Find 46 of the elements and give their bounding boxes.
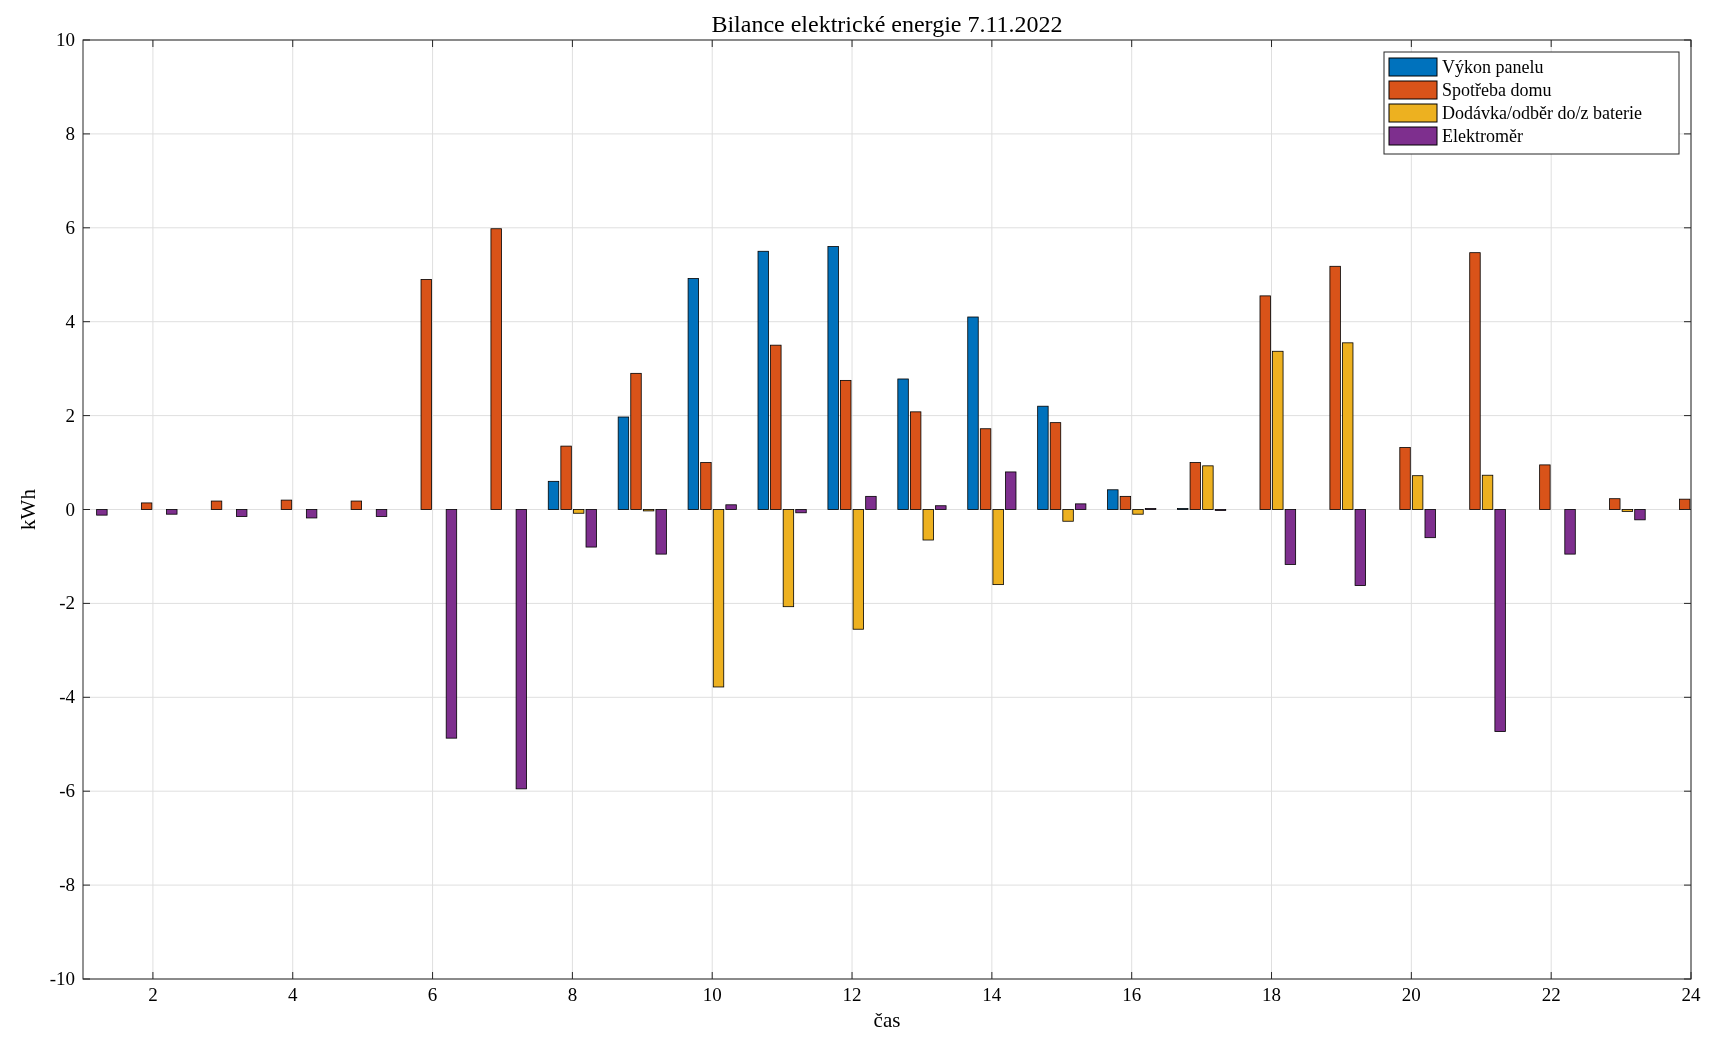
bar [350, 500, 362, 510]
x-tick-label: 10 [702, 984, 722, 1005]
x-tick-label: 4 [287, 984, 298, 1005]
chart-title: Bilance elektrické energie 7.11.2022 [711, 11, 1063, 37]
y-tick-label: -6 [59, 780, 75, 802]
bar [445, 509, 458, 739]
y-tick-label: 8 [65, 122, 75, 144]
legend-label: Spotřeba domu [1442, 80, 1552, 100]
x-tick-label: 24 [1681, 984, 1701, 1005]
bar [515, 509, 527, 790]
bar [1539, 464, 1551, 510]
y-tick-label: -10 [49, 968, 75, 989]
legend-label: Dodávka/odběr do/z baterie [1442, 103, 1642, 123]
x-tick-label: 14 [982, 984, 1002, 1005]
bar [490, 228, 502, 510]
x-tick-label: 2 [148, 984, 158, 1005]
y-tick-label: 0 [65, 498, 75, 520]
y-tick-label: -2 [59, 592, 75, 614]
legend-label: Výkon panelu [1442, 57, 1544, 77]
y-tick-label: 4 [65, 310, 76, 332]
bar [375, 509, 388, 517]
bar [1564, 509, 1576, 555]
bar [96, 509, 108, 516]
y-tick-label: 6 [65, 216, 75, 238]
bar [210, 500, 223, 510]
y-tick-label: -8 [59, 874, 75, 896]
x-tick-label: 12 [842, 984, 862, 1005]
bar [1679, 498, 1691, 510]
x-tick-label: 8 [567, 984, 578, 1005]
bar [166, 509, 178, 515]
bar [305, 509, 318, 519]
x-tick-label: 20 [1401, 984, 1421, 1005]
x-tick-label: 16 [1122, 984, 1142, 1005]
y-tick-label: 10 [56, 29, 75, 50]
bar [140, 502, 153, 510]
x-tick-label: 6 [427, 984, 438, 1005]
y-tick-label: -4 [59, 686, 76, 708]
legend-label: Elektroměr [1442, 126, 1523, 146]
x-tick-label: 22 [1541, 984, 1561, 1005]
bar [236, 509, 248, 517]
bar [420, 279, 432, 510]
x-tick-label: 18 [1262, 984, 1282, 1005]
y-tick-label: 2 [65, 404, 75, 426]
y-axis-title: kWh [16, 488, 40, 530]
x-axis-title: čas [873, 1008, 901, 1032]
bar [280, 499, 293, 510]
